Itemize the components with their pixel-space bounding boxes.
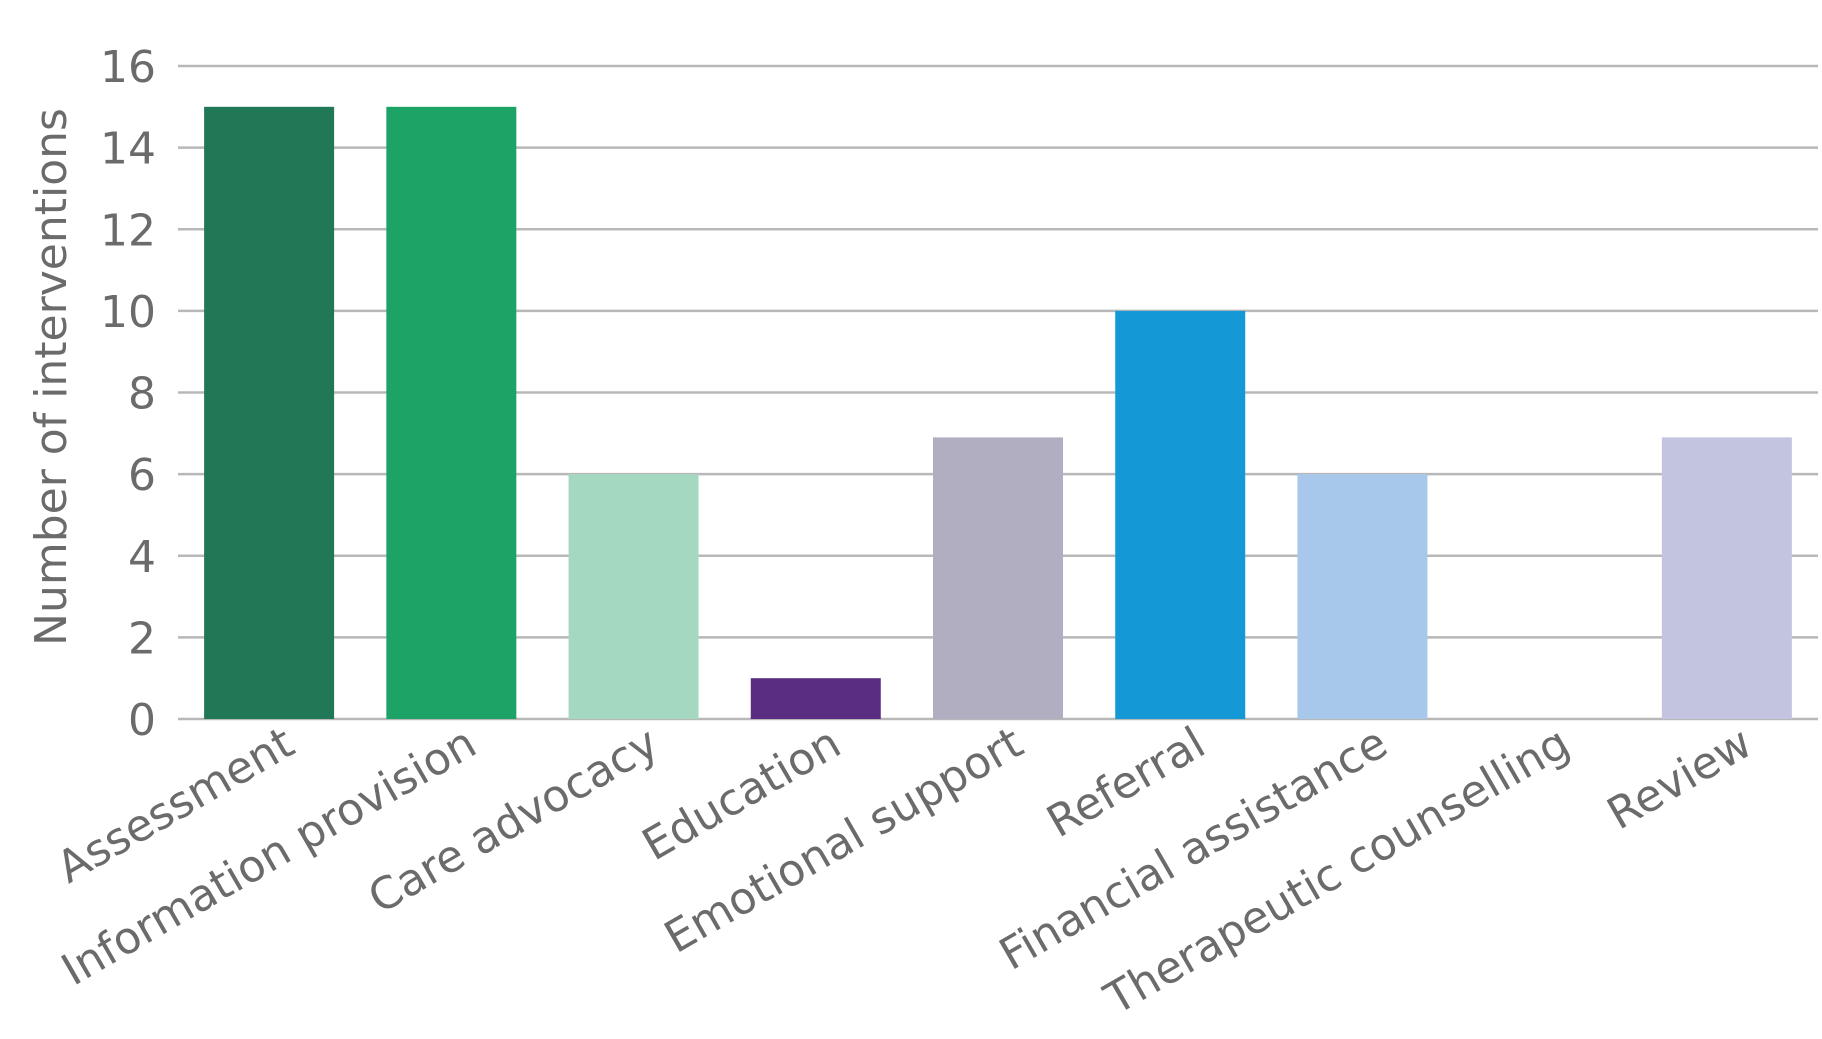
y-tick-label: 16 xyxy=(100,42,156,93)
bars xyxy=(204,106,1792,719)
bar-education xyxy=(750,678,881,719)
y-axis-title: Number of interventions xyxy=(26,108,77,646)
y-tick-label: 10 xyxy=(100,287,156,338)
x-category-label: Review xyxy=(1599,717,1760,840)
bar-referral xyxy=(1115,310,1246,719)
y-tick-label: 12 xyxy=(100,205,156,256)
y-tick-labels: 0 2 4 6 8 10 12 14 16 xyxy=(100,42,156,746)
bar-emotional-support xyxy=(933,437,1063,719)
y-tick-label: 2 xyxy=(128,613,156,664)
y-tick-label: 4 xyxy=(128,532,156,583)
y-tick-label: 14 xyxy=(100,124,156,175)
y-tick-label: 6 xyxy=(128,450,156,501)
y-tick-label: 0 xyxy=(128,695,156,746)
bar-care-advocacy xyxy=(568,474,699,719)
bar-financial-assistance xyxy=(1297,474,1428,719)
bar-review xyxy=(1661,437,1792,719)
bar-assessment xyxy=(204,106,335,719)
bar-information-provision xyxy=(386,106,517,719)
y-tick-label: 8 xyxy=(128,369,156,420)
